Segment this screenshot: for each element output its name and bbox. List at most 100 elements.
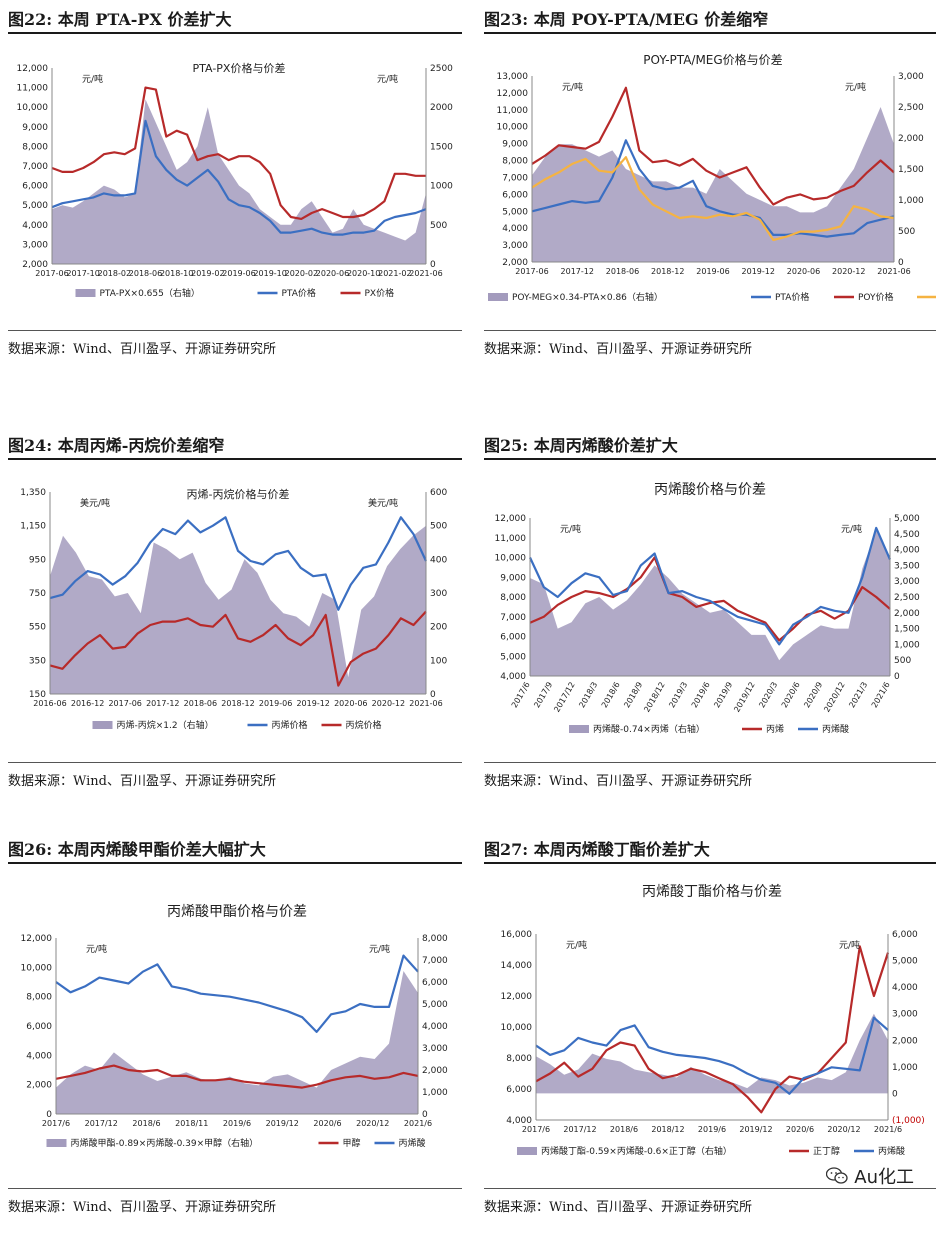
legend-label: 丙烯价格 [272, 719, 308, 731]
chart-butyl-acrylate: 丙烯酸丁酯价格与价差 4,000 6,000 8,000 10,000 12,000 14,… [501, 884, 925, 1157]
y-tick-left: 750 [29, 589, 46, 599]
x-tick: 2017/12 [563, 1125, 596, 1134]
data-source: 数据来源：Wind、百川盈孚、开源证券研究所 [484, 342, 752, 357]
y-tick-left: 950 [29, 555, 46, 565]
title-rule [484, 458, 936, 460]
line-series-0 [529, 556, 891, 642]
x-tick: 2020-12 [372, 699, 405, 708]
unit-right-label: 元/吨 [839, 939, 860, 951]
y-tick-left: 3,000 [22, 240, 48, 250]
title-rule [8, 32, 462, 34]
y-tick-right: 4,000 [422, 1022, 448, 1032]
unit-right-label: 元/吨 [377, 73, 398, 85]
y-tick-left: 7,000 [22, 162, 48, 172]
x-tick: 2020-02 [285, 269, 318, 278]
y-tick-right: 0 [892, 1089, 898, 1099]
x-tick: 2020/3 [757, 681, 779, 710]
x-tick: 2020/6 [786, 1125, 814, 1134]
x-tick: 2021/6 [870, 681, 892, 710]
y-tick-right: 300 [430, 589, 447, 599]
y-tick-right: 1,000 [892, 1063, 918, 1073]
y-tick-left: 12,000 [497, 89, 529, 99]
y-tick-right: 3,000 [422, 1044, 448, 1054]
legend-swatch [92, 721, 113, 729]
x-tick: 2020/6 [780, 681, 802, 710]
x-tick: 2017-06 [35, 269, 68, 278]
legend-swatch [569, 725, 589, 733]
legend-label: PX价格 [365, 287, 395, 299]
figure-title: 图24: 本周丙烯-丙烷价差缩窄 [8, 436, 225, 455]
x-tick: 2019-06 [222, 269, 255, 278]
wechat-icon [826, 1167, 848, 1184]
y-tick-right: 1500 [430, 142, 453, 152]
unit-right-label: 元/吨 [845, 81, 866, 93]
y-tick-right: 500 [898, 227, 915, 237]
y-tick-left: 6,000 [26, 1022, 52, 1032]
figure-panel-22: 图22: 本周 PTA-PX 价差扩大 PTA-PX价格与价差 2,000 3,00… [8, 4, 462, 404]
chart-ptapx: PTA-PX价格与价差 2,000 3,000 4,000 5,000 6,000 7,00… [17, 61, 454, 299]
legend-swatch [517, 1147, 537, 1155]
figure-panel-27: 图27: 本周丙烯酸丁酯价差扩大 丙烯酸丁酯价格与价差 4,000 6,000 8,0… [484, 834, 938, 1234]
bottom-rule [484, 330, 936, 331]
y-tick-right: 3,000 [892, 1010, 918, 1020]
figure-title: 图22: 本周 PTA-PX 价差扩大 [8, 10, 232, 29]
y-tick-right: 5,000 [894, 514, 920, 524]
y-tick-right: 8,000 [422, 934, 448, 944]
y-tick-left: 2,000 [22, 260, 48, 270]
title-rule [8, 862, 462, 864]
y-tick-left: 8,000 [502, 157, 528, 167]
y-tick-right: 6,000 [892, 930, 918, 940]
x-tick: 2021-06 [409, 699, 442, 708]
y-tick-left: 11,000 [497, 106, 529, 116]
x-tick: 2017-10 [66, 269, 99, 278]
y-tick-left: 0 [46, 1110, 52, 1120]
line-series-0 [55, 1064, 419, 1089]
y-tick-right: 1,500 [898, 165, 924, 175]
y-tick-left: 550 [29, 623, 46, 633]
x-tick: 2018-10 [160, 269, 193, 278]
line-series-1 [55, 954, 419, 1033]
figure-title: 图25: 本周丙烯酸价差扩大 [484, 436, 678, 455]
y-tick-right: 1,000 [898, 196, 924, 206]
line-series-1 [49, 610, 427, 687]
y-tick-left: 11,000 [495, 534, 527, 544]
line-series-2 [531, 156, 895, 242]
x-tick: 2020-06 [787, 267, 820, 276]
x-tick: 2020/9 [802, 681, 824, 710]
y-tick-left: 12,000 [495, 514, 527, 524]
x-tick: 2018-06 [184, 699, 217, 708]
x-tick: 2019/3 [667, 681, 689, 710]
x-tick: 2018-06 [606, 267, 639, 276]
line-series-0 [49, 516, 427, 611]
title-rule [8, 458, 462, 460]
y-tick-left: 1,350 [20, 488, 46, 498]
figure-panel-25: 图25: 本周丙烯酸价差扩大 丙烯酸价格与价差 4,000 5,000 6,000 7,… [484, 430, 938, 830]
y-tick-left: 2,000 [502, 258, 528, 268]
y-tick-left: 11,000 [17, 84, 49, 94]
chart-title: 丙烯酸丁酯价格与价差 [642, 884, 782, 900]
y-tick-left: 8,000 [506, 1054, 532, 1064]
y-tick-left: 5,000 [500, 652, 526, 662]
y-tick-right: 2,000 [422, 1066, 448, 1076]
y-tick-right: 500 [430, 221, 447, 231]
x-tick: 2019/6 [698, 1125, 726, 1134]
legend-label: 丙烯酸丁酯-0.59×丙烯酸-0.6×正丁醇（右轴） [541, 1145, 732, 1157]
figure-title: 图26: 本周丙烯酸甲酯价差大幅扩大 [8, 840, 266, 859]
x-tick: 2018/12 [651, 1125, 684, 1134]
legend-label: 丙烯酸 [822, 723, 849, 735]
y-tick-right: (1,000) [892, 1116, 925, 1126]
legend-label: 丙烷价格 [346, 719, 382, 731]
data-source: 数据来源：Wind、百川盈孚、开源证券研究所 [8, 774, 276, 789]
y-tick-right: 6,000 [422, 978, 448, 988]
x-tick: 2017/9 [532, 681, 554, 710]
x-tick: 2020/6 [313, 1119, 341, 1128]
data-source: 数据来源：Wind、百川盈孚、开源证券研究所 [8, 1200, 276, 1215]
y-tick-left: 5,000 [502, 207, 528, 217]
figure-panel-23: 图23: 本周 POY-PTA/MEG 价差缩窄 POY-PTA/MEG价格与价… [484, 4, 938, 404]
y-tick-right: 5,000 [892, 957, 918, 967]
y-tick-right: 0 [430, 690, 436, 700]
legend-label: 丙烯酸 [878, 1145, 905, 1157]
bottom-rule [484, 1188, 936, 1189]
y-tick-left: 10,000 [495, 554, 527, 564]
x-tick: 2019-06 [259, 699, 292, 708]
